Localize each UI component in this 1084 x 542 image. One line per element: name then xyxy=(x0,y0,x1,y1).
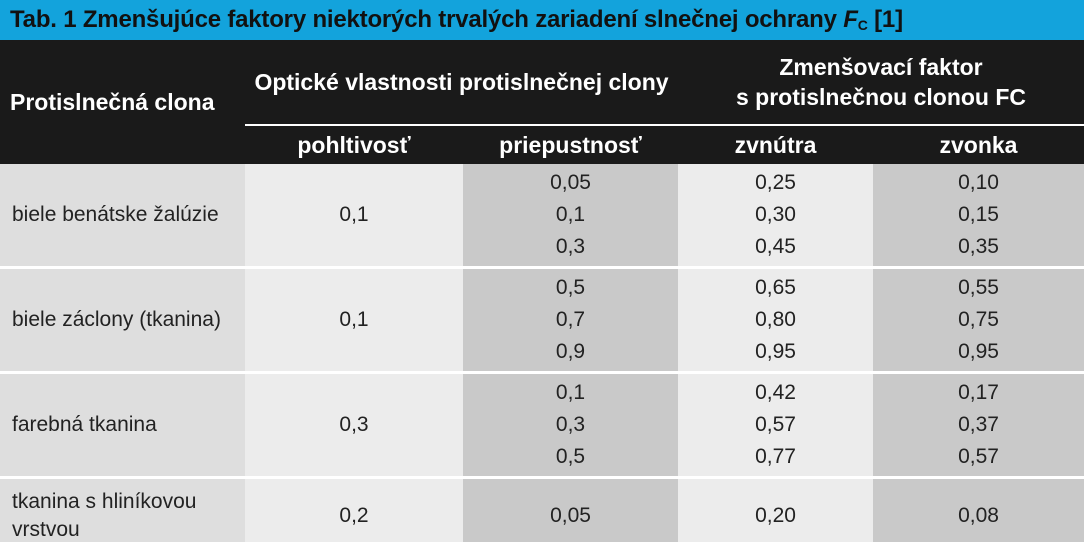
row-transmission: 0,05 xyxy=(463,477,678,542)
inside-value: 0,65 xyxy=(755,276,796,299)
row-inside: 0,65 0,80 0,95 xyxy=(678,267,873,374)
transmission-value: 0,5 xyxy=(555,276,586,299)
inside-value: 0,80 xyxy=(755,308,796,331)
outside-value: 0,75 xyxy=(958,308,999,331)
transmission-value: 0,1 xyxy=(555,203,586,226)
outside-value: 0,15 xyxy=(958,203,999,226)
caption-reference: [1] xyxy=(867,6,903,33)
row-name: biele benátske žalúzie xyxy=(0,164,245,269)
header-reduction-factor: Zmenšovací faktor s protislnečnou clonou… xyxy=(678,40,1084,125)
shading-factors-table: Protislnečná clona Optické vlastnosti pr… xyxy=(0,40,1084,542)
transmission-value: 0,3 xyxy=(555,413,586,436)
table-row: biele záclony (tkanina) 0,1 0,5 0,7 0,9 … xyxy=(0,267,1084,374)
header-absorption: pohltivosť xyxy=(245,124,463,164)
row-outside: 0,08 xyxy=(873,477,1084,542)
inside-value: 0,57 xyxy=(755,413,796,436)
transmission-value: 0,9 xyxy=(555,340,586,363)
header-inside: zvnútra xyxy=(678,124,873,164)
row-transmission: 0,1 0,3 0,5 xyxy=(463,372,678,479)
outside-value: 0,37 xyxy=(958,413,999,436)
row-name: biele záclony (tkanina) xyxy=(0,267,245,374)
inside-value: 0,25 xyxy=(755,171,796,194)
caption-symbol-subscript: C xyxy=(857,17,868,33)
row-name: farebná tkanina xyxy=(0,372,245,479)
caption-text: Tab. 1 Zmenšujúce faktory niektorých trv… xyxy=(10,6,844,33)
transmission-value: 0,05 xyxy=(550,171,591,194)
outside-value: 0,17 xyxy=(958,381,999,404)
table-caption: Tab. 1 Zmenšujúce faktory niektorých trv… xyxy=(0,0,1084,40)
table-row: biele benátske žalúzie 0,1 0,05 0,1 0,3 … xyxy=(0,164,1084,269)
row-name: tkanina s hliníkovou vrstvou xyxy=(0,477,245,542)
caption-symbol: F xyxy=(843,6,858,33)
row-outside: 0,10 0,15 0,35 xyxy=(873,164,1084,269)
header-reduction-factor-line2: s protislnečnou clonou FC xyxy=(735,84,1027,110)
outside-value: 0,55 xyxy=(958,276,999,299)
row-absorption: 0,1 xyxy=(245,164,463,269)
row-transmission: 0,05 0,1 0,3 xyxy=(463,164,678,269)
table-row: farebná tkanina 0,3 0,1 0,3 0,5 0,42 0,5… xyxy=(0,372,1084,479)
row-inside: 0,42 0,57 0,77 xyxy=(678,372,873,479)
inside-value: 0,45 xyxy=(755,235,796,258)
inside-value: 0,95 xyxy=(755,340,796,363)
row-inside: 0,20 xyxy=(678,477,873,542)
outside-value: 0,35 xyxy=(958,235,999,258)
transmission-value: 0,5 xyxy=(555,445,586,468)
transmission-value: 0,3 xyxy=(555,235,586,258)
outside-value: 0,10 xyxy=(958,171,999,194)
row-outside: 0,17 0,37 0,57 xyxy=(873,372,1084,479)
header-shade-device: Protislnečná clona xyxy=(0,40,245,164)
header-outside: zvonka xyxy=(873,124,1084,164)
inside-value: 0,42 xyxy=(755,381,796,404)
inside-value: 0,77 xyxy=(755,445,796,468)
row-transmission: 0,5 0,7 0,9 xyxy=(463,267,678,374)
row-outside: 0,55 0,75 0,95 xyxy=(873,267,1084,374)
outside-value: 0,95 xyxy=(958,340,999,363)
outside-value: 0,57 xyxy=(958,445,999,468)
header-reduction-factor-line1: Zmenšovací faktor xyxy=(779,54,983,80)
row-absorption: 0,1 xyxy=(245,267,463,374)
row-absorption: 0,3 xyxy=(245,372,463,479)
inside-value: 0,30 xyxy=(755,203,796,226)
transmission-value: 0,1 xyxy=(555,381,586,404)
row-inside: 0,25 0,30 0,45 xyxy=(678,164,873,269)
transmission-value: 0,7 xyxy=(555,308,586,331)
row-absorption: 0,2 xyxy=(245,477,463,542)
table-row: tkanina s hliníkovou vrstvou 0,2 0,05 0,… xyxy=(0,477,1084,542)
header-optical-properties: Optické vlastnosti protislnečnej clony xyxy=(245,40,678,125)
header-transmission: priepustnosť xyxy=(463,124,678,164)
